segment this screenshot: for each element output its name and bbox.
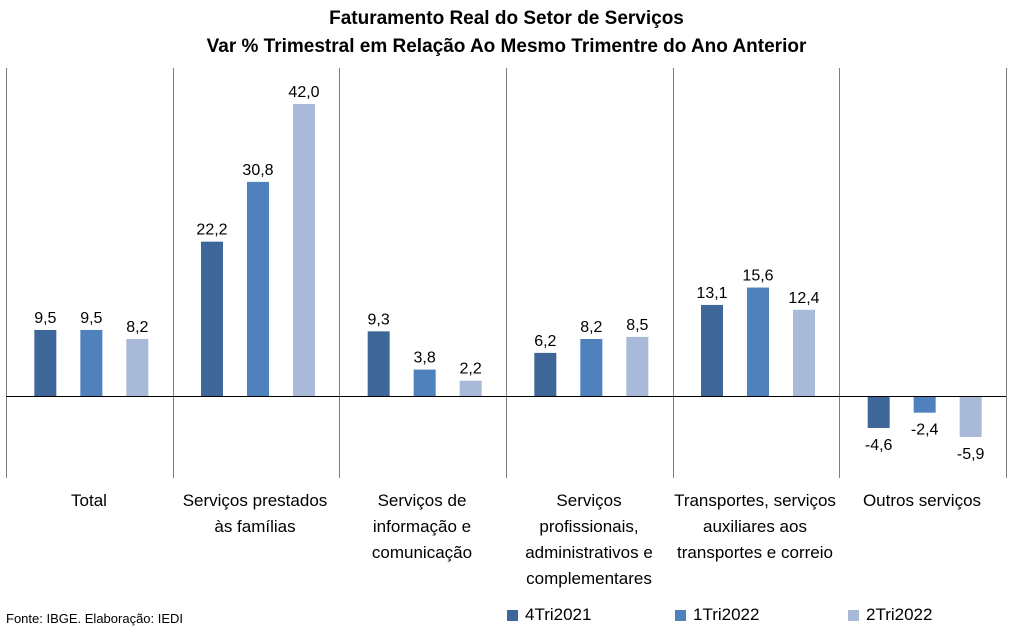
data-label-2tri2022-transportes-servicos-auxiliares-aos-transportes-e-correio: 12,4: [788, 290, 819, 307]
bar-4tri2021-servicos-prestados-as-familias: [201, 241, 223, 396]
bar-2tri2022-outros-servicos: [959, 396, 982, 438]
category-label-outros-servicos: Outros serviços: [862, 491, 982, 510]
bar-2tri2022-total: [126, 338, 149, 396]
data-label-1tri2022-servicos-profissionais-administrativos-e-complementares: 8,2: [580, 319, 602, 336]
data-label-2tri2022-servicos-de-informacao-e-comunicacao: 2,2: [460, 361, 482, 378]
data-label-2tri2022-total: 8,2: [126, 319, 148, 336]
legend-label-1tri2022: 1Tri2022: [693, 605, 760, 624]
data-label-1tri2022-total: 9,5: [80, 310, 102, 327]
bar-4tri2021-transportes-servicos-auxiliares-aos-transportes-e-correio: [701, 304, 723, 396]
category-label-total: Total: [71, 491, 107, 510]
data-label-4tri2021-transportes-servicos-auxiliares-aos-transportes-e-correio: 13,1: [696, 285, 727, 302]
legend-label-2tri2022: 2Tri2022: [866, 605, 933, 624]
data-label-4tri2021-servicos-profissionais-administrativos-e-complementares: 6,2: [534, 333, 556, 350]
category-label-servicos-profissionais: Serviços profissionais, administrativos …: [525, 491, 653, 588]
data-label-1tri2022-servicos-prestados-as-familias: 30,8: [242, 162, 273, 179]
bar-4tri2021-servicos-de-informacao-e-comunicacao: [367, 331, 390, 396]
bar-1tri2022-servicos-prestados-as-familias: [247, 181, 269, 396]
source-note: Fonte: IBGE. Elaboração: IEDI: [6, 611, 184, 626]
legend-item-4tri2021: 4Tri2021: [507, 605, 591, 625]
legend-label-4tri2021: 4Tri2021: [525, 605, 592, 624]
bar-4tri2021-total: [34, 329, 57, 396]
bar-4tri2021-servicos-profissionais-administrativos-e-complementares: [534, 352, 557, 396]
legend-swatch-1tri2022: [675, 609, 686, 621]
category-label-servicos-familias: Serviços prestados às famílias: [182, 491, 328, 536]
bar-1tri2022-servicos-profissionais-administrativos-e-complementares: [580, 338, 603, 396]
bar-2tri2022-servicos-profissionais-administrativos-e-complementares: [626, 336, 649, 396]
bar-2tri2022-servicos-prestados-as-familias: [293, 104, 315, 396]
chart-subtitle: Var % Trimestral em Relação Ao Mesmo Tri…: [206, 36, 807, 57]
data-label-4tri2021-total: 9,5: [34, 310, 56, 327]
category-label-informacao-comunicacao: Serviços de informação e comunicação: [371, 491, 473, 562]
category-label-transportes: Transportes, serviços auxiliares aos tra…: [674, 491, 836, 562]
bar-1tri2022-transportes-servicos-auxiliares-aos-transportes-e-correio: [747, 287, 769, 396]
bar-2tri2022-servicos-de-informacao-e-comunicacao: [459, 380, 482, 396]
legend-item-2tri2022: 2Tri2022: [848, 605, 932, 625]
bar-1tri2022-servicos-de-informacao-e-comunicacao: [413, 369, 436, 396]
legend-swatch-4tri2021: [507, 609, 518, 621]
data-label-4tri2021-outros-servicos: -4,6: [865, 437, 893, 454]
data-label-4tri2021-servicos-prestados-as-familias: 22,2: [196, 222, 227, 239]
chart-title: Faturamento Real do Setor de Serviços: [329, 8, 684, 29]
bar-1tri2022-total: [80, 329, 103, 396]
bar-2tri2022-transportes-servicos-auxiliares-aos-transportes-e-correio: [793, 309, 815, 396]
data-label-1tri2022-servicos-de-informacao-e-comunicacao: 3,8: [414, 350, 436, 367]
data-label-1tri2022-outros-servicos: -2,4: [911, 422, 939, 439]
data-label-2tri2022-outros-servicos: -5,9: [957, 446, 985, 463]
legend-item-1tri2022: 1Tri2022: [675, 605, 759, 625]
data-label-1tri2022-transportes-servicos-auxiliares-aos-transportes-e-correio: 15,6: [742, 268, 773, 285]
data-label-2tri2022-servicos-prestados-as-familias: 42,0: [288, 84, 319, 101]
legend-swatch-2tri2022: [848, 609, 859, 621]
bar-4tri2021-outros-servicos: [867, 396, 890, 428]
bar-1tri2022-outros-servicos: [913, 396, 936, 413]
data-label-2tri2022-servicos-profissionais-administrativos-e-complementares: 8,5: [626, 317, 648, 334]
data-label-4tri2021-servicos-de-informacao-e-comunicacao: 9,3: [368, 311, 390, 328]
